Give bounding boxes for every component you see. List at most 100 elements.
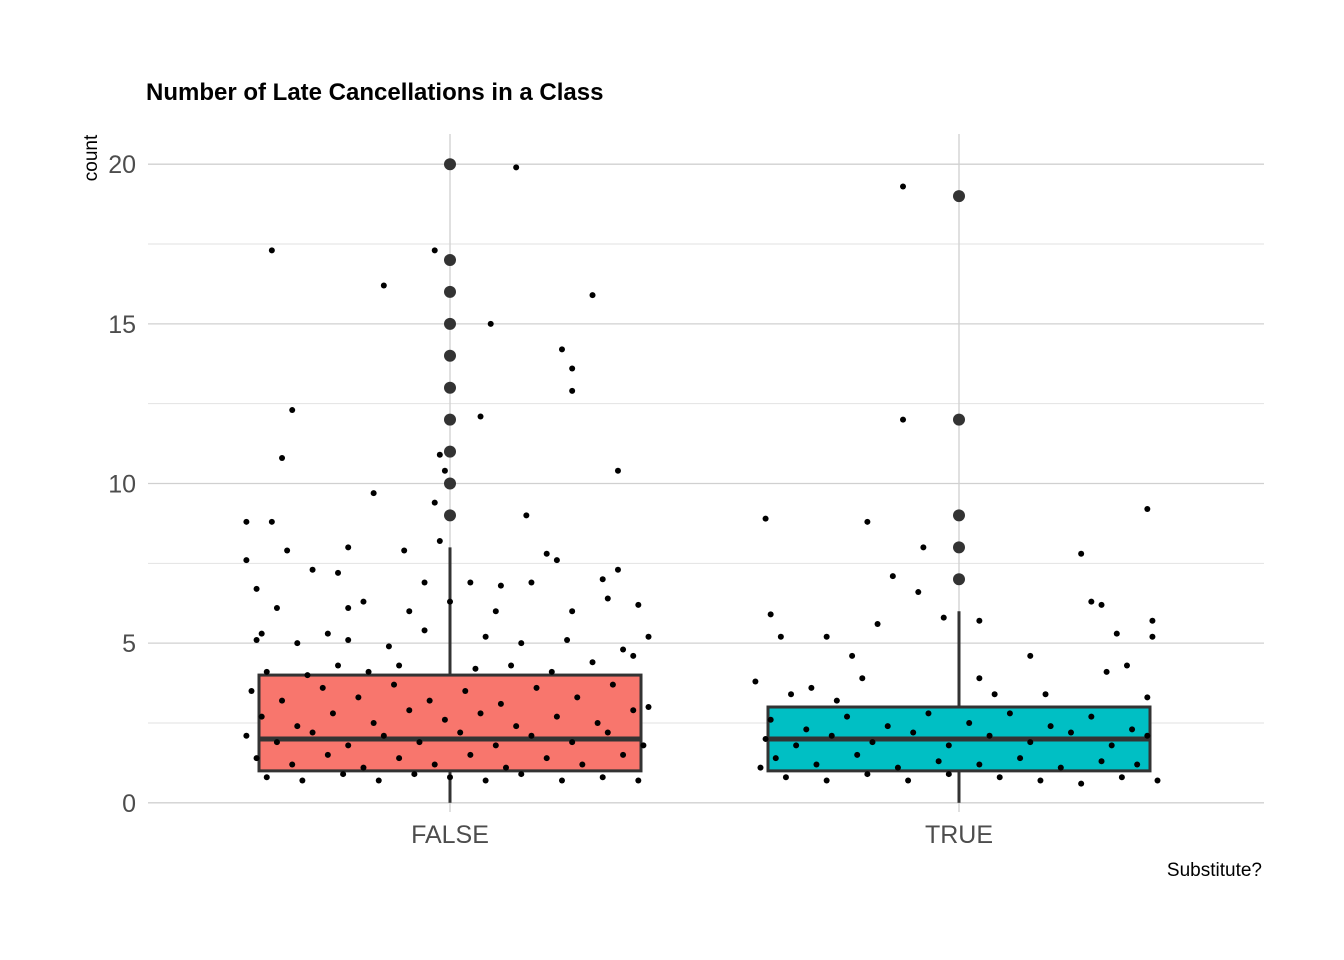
jitter-point <box>294 640 301 647</box>
jitter-point <box>900 416 907 423</box>
jitter-point <box>406 608 413 615</box>
jitter-point <box>253 585 260 592</box>
jitter-point <box>396 662 403 669</box>
jitter-point <box>345 544 352 551</box>
jitter-point <box>1067 729 1074 736</box>
boxes <box>257 547 1152 803</box>
jitter-point <box>1006 710 1013 717</box>
y-tick-label: 10 <box>108 471 136 499</box>
jitter-point <box>614 566 621 573</box>
y-tick-label: 20 <box>108 151 136 179</box>
jitter-point <box>1134 761 1141 768</box>
jitter-point <box>1027 652 1034 659</box>
jitter-point <box>569 387 576 394</box>
outlier-point <box>444 477 456 490</box>
jitter-point <box>833 697 840 704</box>
x-tick-label: FALSE <box>411 821 489 849</box>
jitter-point <box>966 719 973 726</box>
jitter-point <box>589 292 596 299</box>
jitter-point <box>396 755 403 762</box>
jitter-point <box>299 777 306 784</box>
jitter-point <box>248 688 255 695</box>
jitter-point <box>945 771 952 778</box>
jitter-point <box>497 700 504 707</box>
jitter-point <box>630 652 637 659</box>
jitter-point <box>884 723 891 730</box>
jitter-point <box>635 601 642 608</box>
jitter-point <box>762 735 769 742</box>
jitter-point <box>447 774 453 781</box>
jitter-point <box>553 557 560 564</box>
jitter-point <box>467 579 474 586</box>
jitter-point <box>1149 617 1156 624</box>
outlier-point <box>953 190 965 203</box>
jitter-point <box>991 691 998 698</box>
jitter-point <box>599 774 606 781</box>
jitter-point <box>462 688 469 695</box>
jitter-point <box>945 742 952 749</box>
jitter-point <box>436 451 443 458</box>
jitter-point <box>599 576 606 583</box>
jitter-point <box>335 662 342 669</box>
jitter-point <box>401 547 408 554</box>
jitter-point <box>1027 739 1034 746</box>
jitter-point <box>477 413 484 420</box>
jitter-point <box>976 675 983 682</box>
jitter-point <box>579 761 586 768</box>
outlier-point <box>444 509 456 522</box>
jitter-point <box>894 764 901 771</box>
jitter-point <box>365 668 372 675</box>
jitter-point <box>319 684 326 691</box>
jitter-point <box>340 771 347 778</box>
outlier-point <box>444 158 456 171</box>
jitter-point <box>589 659 596 666</box>
y-tick-label: 5 <box>122 630 136 658</box>
jitter-point <box>1078 780 1085 787</box>
jitter-point <box>803 726 810 733</box>
jitter-point <box>1118 774 1125 781</box>
jitter-point <box>1037 777 1044 784</box>
jitter-point <box>497 582 504 589</box>
jitter-point <box>533 684 540 691</box>
outlier-point <box>444 445 456 458</box>
x-axis-title: Substitute? <box>1167 860 1262 881</box>
jitter-point <box>986 732 993 739</box>
jitter-point <box>518 771 525 778</box>
jitter-point <box>935 758 942 765</box>
jitter-point <box>253 636 260 643</box>
jitter-point <box>788 691 795 698</box>
x-tick-label: TRUE <box>925 821 993 849</box>
jitter-point <box>258 713 265 720</box>
jitter-point <box>263 668 270 675</box>
jitter-point <box>940 614 947 621</box>
jitter-point <box>645 704 652 711</box>
jitter-point <box>273 739 280 746</box>
jitter-point <box>548 668 555 675</box>
jitter-point <box>543 755 550 762</box>
jitter-point <box>472 665 479 672</box>
jitter-point <box>793 742 800 749</box>
outlier-point <box>444 349 456 362</box>
jitter-point <box>411 771 418 778</box>
jitter-point <box>508 662 515 669</box>
jitter-point <box>620 646 627 653</box>
jitter-point <box>1017 755 1024 762</box>
outlier-point <box>444 381 456 394</box>
jitter-point <box>864 518 871 525</box>
jitter-point <box>813 761 820 768</box>
jitter-point <box>915 589 922 596</box>
y-axis-ticks: 0 5 10 15 20 <box>108 151 136 818</box>
jitter-point <box>492 608 499 615</box>
jitter-point <box>380 732 387 739</box>
jitter-point <box>1123 662 1130 669</box>
jitter-point <box>513 723 520 730</box>
jitter-point <box>436 537 443 544</box>
jitter-point <box>569 365 576 372</box>
jitter-point <box>380 282 387 289</box>
jitter-point <box>1129 726 1136 733</box>
jitter-point <box>345 605 352 612</box>
jitter-point <box>767 716 774 723</box>
jitter-point <box>518 640 525 647</box>
jitter-point <box>441 467 448 474</box>
